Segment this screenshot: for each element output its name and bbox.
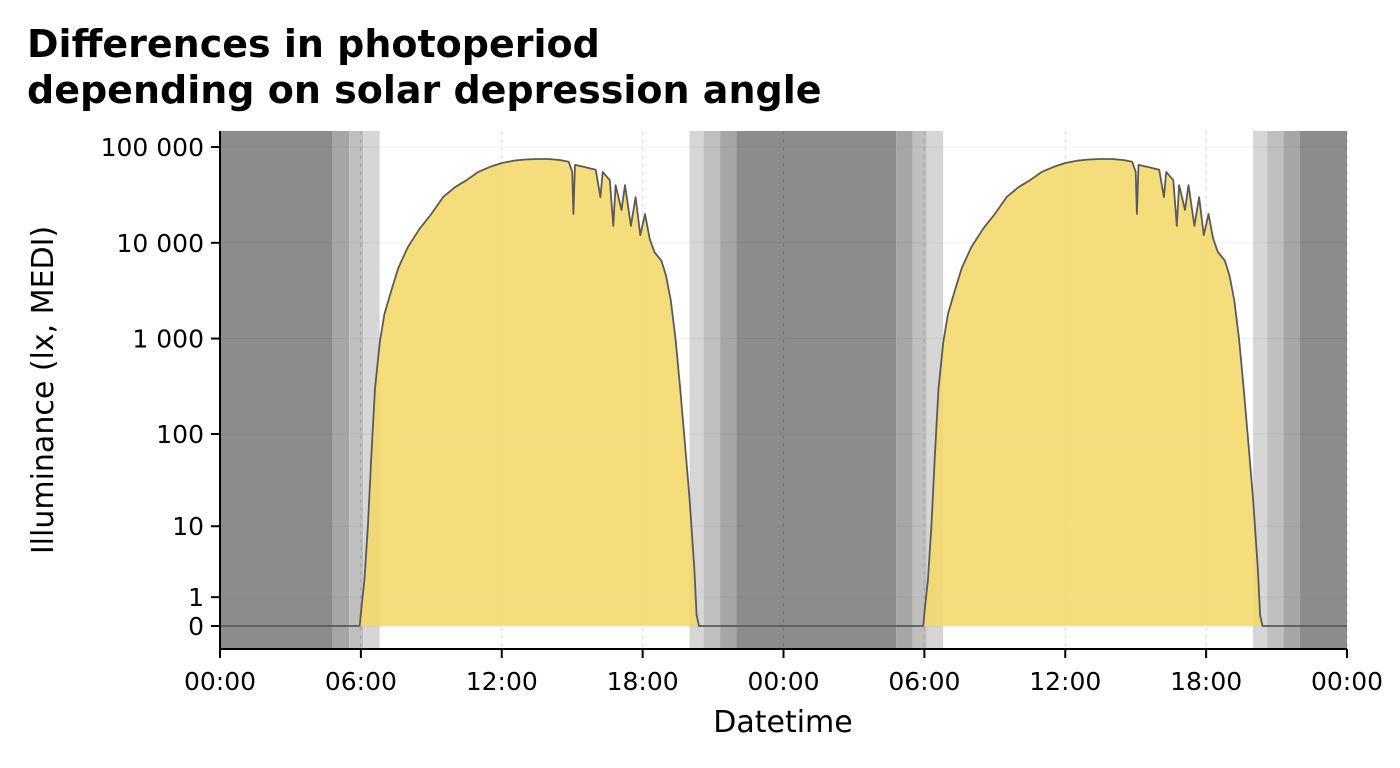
x-tick-label: 18:00 <box>607 667 679 696</box>
band-civil <box>1253 131 1268 649</box>
y-axis-ticks: 01 10 100 1 000 10 000 100 000 <box>101 133 220 641</box>
band-nautical <box>912 131 927 649</box>
band-nautical <box>349 131 364 649</box>
illuminance-line <box>220 158 1347 627</box>
x-tick-label: 18:00 <box>1170 667 1242 696</box>
x-tick-label: 12:00 <box>466 667 538 696</box>
y-axis-label: Illuminance (lx, MEDI) <box>26 226 61 554</box>
band-astronomical <box>720 131 737 649</box>
y-tick-label: 10 000 <box>117 229 204 258</box>
x-tick-label: 06:00 <box>888 667 960 696</box>
x-tick-label: 00:00 <box>184 667 256 696</box>
x-axis-ticks: 00:00 06:00 12:00 18:00 00:00 06:00 12:00 18:00… <box>184 649 1383 696</box>
illuminance-fill <box>220 159 1347 626</box>
band-astronomical <box>1283 131 1301 649</box>
chart-title-line-1: Differences in photoperiod <box>27 22 600 66</box>
band-night <box>1300 131 1347 649</box>
x-tick-label: 00:00 <box>747 667 819 696</box>
x-tick-label: 06:00 <box>325 667 397 696</box>
y-tick-label: 1 <box>188 583 204 612</box>
band-nautical <box>1267 131 1284 649</box>
y-tick-label: 1 000 <box>132 325 204 354</box>
x-tick-label: 00:00 <box>1311 667 1383 696</box>
band-night <box>736 131 897 649</box>
y-tick-label: 10 <box>172 512 204 541</box>
chart-title-line-2: depending on solar depression angle <box>27 68 822 112</box>
band-civil <box>689 131 704 649</box>
y-tick-label: 0 <box>188 612 204 641</box>
chart-title: Differences in photoperiod depending on … <box>27 22 822 112</box>
band-astronomical <box>896 131 913 649</box>
y-tick-label: 100 000 <box>101 133 204 162</box>
twilight-bands <box>220 131 1347 649</box>
x-tick-label: 12:00 <box>1029 667 1101 696</box>
band-astronomical <box>332 131 350 649</box>
illuminance-area <box>220 158 1347 627</box>
band-night <box>220 131 333 649</box>
y-tick-label: 100 <box>156 420 204 449</box>
x-axis-label: Datetime <box>713 705 852 740</box>
band-nautical <box>703 131 721 649</box>
